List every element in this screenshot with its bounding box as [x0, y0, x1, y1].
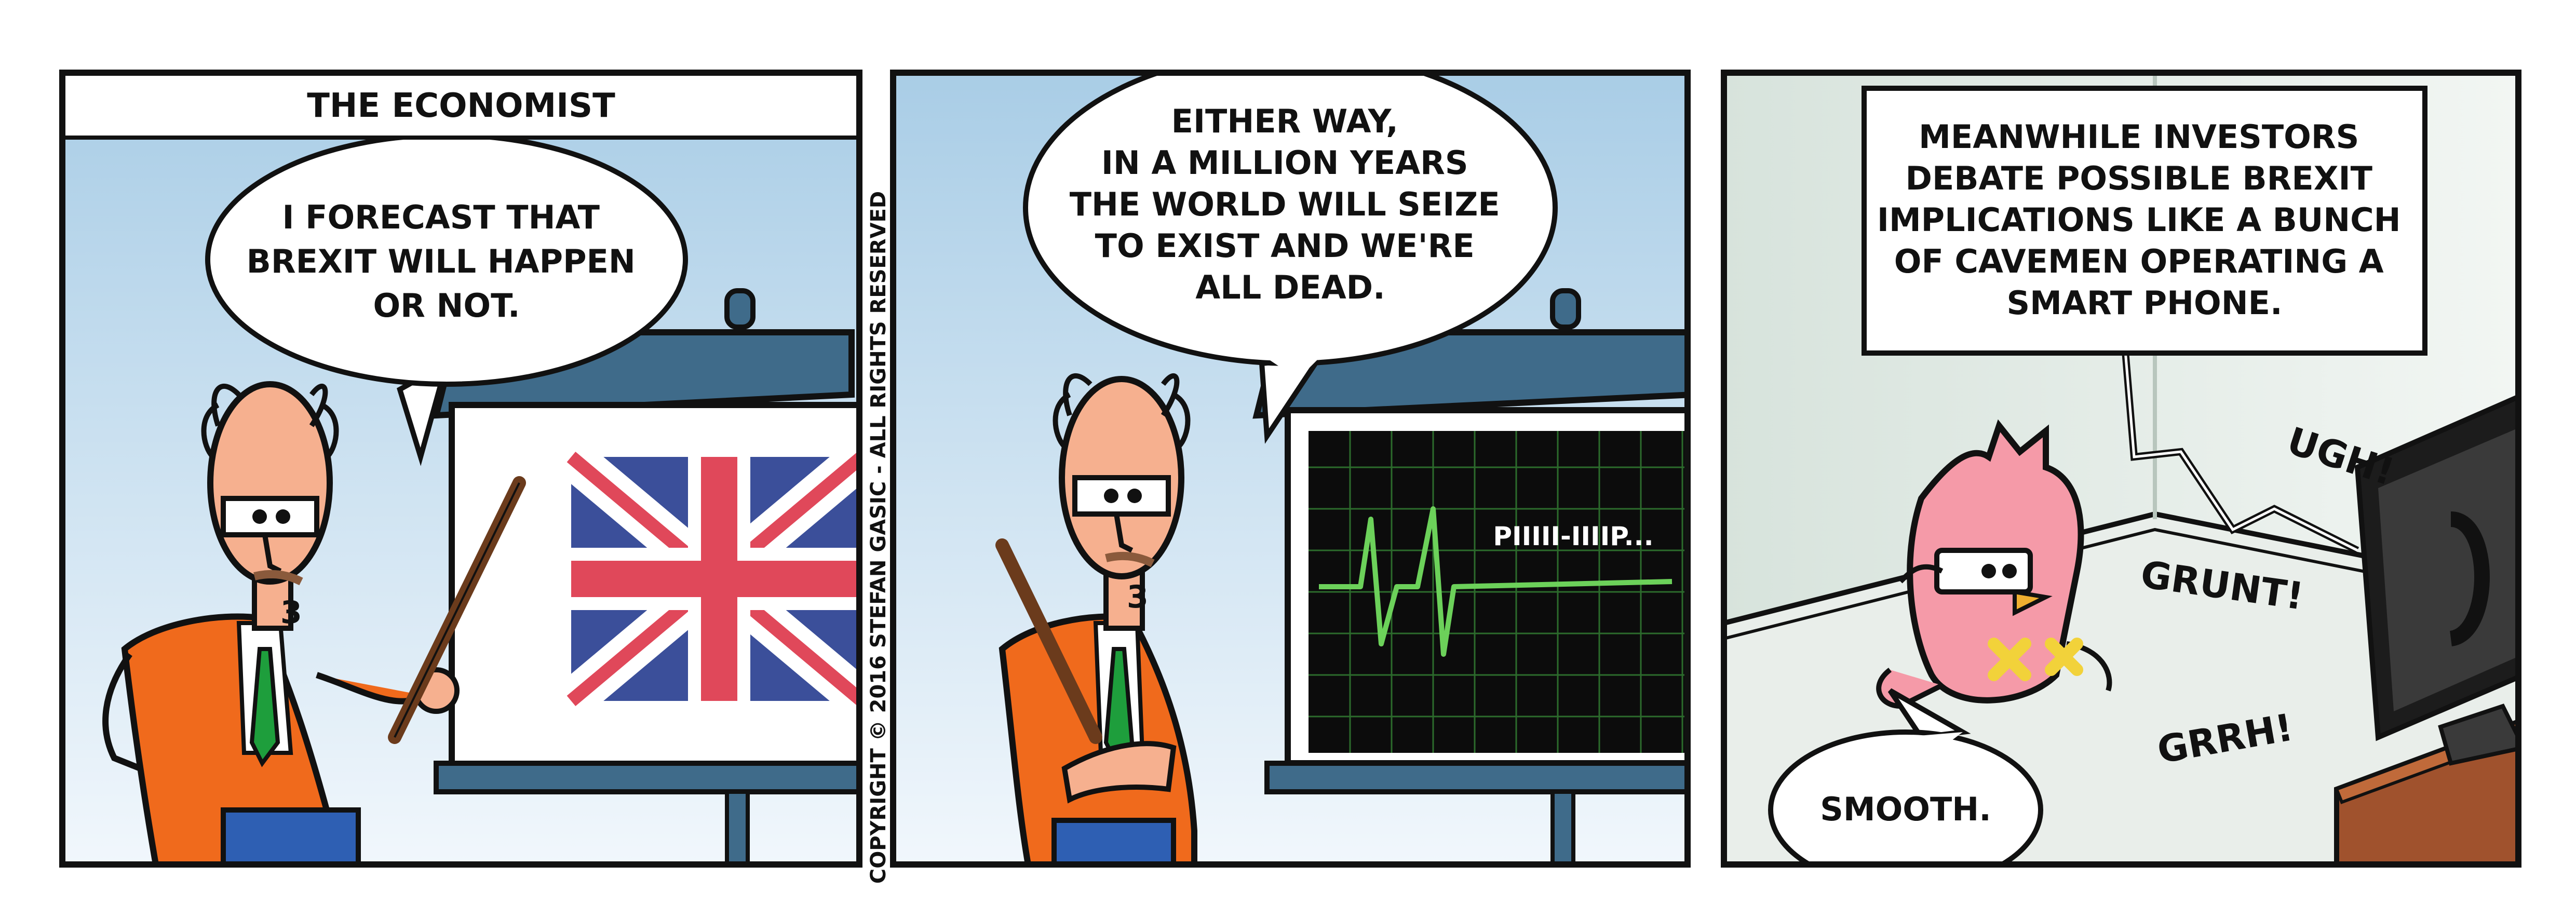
- speech-3-text: SMOOTH.: [1820, 790, 1991, 828]
- tv-screen: [2354, 394, 2518, 766]
- speech-1-line-1: I FORECAST THAT: [282, 198, 599, 236]
- panel-2: PIIIII-IIIIP... 3: [890, 70, 1691, 868]
- speech-bubble-3: SMOOTH.: [1768, 688, 2043, 864]
- speech-2-line-2: IN A MILLION YEARS: [1101, 144, 1468, 182]
- svg-text:EITHER WAY, IN A MIL: EITHER WAY, IN A MILLION YEARS THE WORLD…: [1070, 102, 1512, 306]
- panel-3-caption: MEANWHILE INVESTORS DEBATE POSSIBLE BREX…: [1877, 118, 2412, 322]
- economist-character-2: 3: [995, 373, 1197, 864]
- ecg-board: PIIIII-IIIIP...: [1252, 288, 1688, 864]
- speech-bubble-1: I FORECAST THAT BREXIT WILL HAPPEN OR NO…: [205, 132, 688, 466]
- panel-1-caption: THE ECONOMIST: [307, 87, 615, 125]
- speech-2-line-1: EITHER WAY,: [1171, 102, 1398, 140]
- bird-character: [1876, 419, 2112, 709]
- monitor-text: PIIIII-IIIIP...: [1493, 521, 1653, 551]
- speech-1-line-3: OR NOT.: [373, 287, 520, 325]
- svg-text:3: 3: [280, 594, 302, 631]
- ecg-line: [1319, 506, 1673, 657]
- caption-3-line-1: MEANWHILE INVESTORS: [1919, 118, 2359, 156]
- svg-text:3: 3: [1127, 579, 1149, 615]
- speech-2-line-3: THE WORLD WILL SEIZE: [1070, 185, 1500, 223]
- speech-1-line-2: BREXIT WILL HAPPEN: [247, 242, 636, 280]
- panel-1: 3 I FORECAST THAT BREXIT WILL HAPPEN OR …: [59, 70, 862, 868]
- economist-character: 3: [102, 381, 526, 864]
- copyright-notice: COPYRIGHT © 2016 STEFAN GASIC - ALL RIGH…: [867, 191, 891, 884]
- union-jack-flag: [558, 441, 859, 717]
- panel-3: UGH! GRUNT! GRRH! SMOOTH. MEANWHILE INVE…: [1721, 70, 2521, 868]
- speech-2-line-5: ALL DEAD.: [1195, 268, 1385, 306]
- caption-3-line-4: OF CAVEMEN OPERATING A: [1894, 242, 2384, 280]
- speech-2-line-4: TO EXIST AND WE'RE: [1095, 227, 1475, 265]
- speech-bubble-2: EITHER WAY, IN A MILLION YEARS THE WORLD…: [1023, 73, 1558, 444]
- caption-3-line-5: SMART PHONE.: [2007, 284, 2283, 322]
- svg-text:I FORECAST THAT BREX: I FORECAST THAT BREXIT WILL HAPPEN OR NO…: [247, 198, 647, 325]
- caption-3-line-3: IMPLICATIONS LIKE A BUNCH: [1877, 201, 2401, 239]
- caption-3-line-2: DEBATE POSSIBLE BREXIT: [1905, 159, 2372, 197]
